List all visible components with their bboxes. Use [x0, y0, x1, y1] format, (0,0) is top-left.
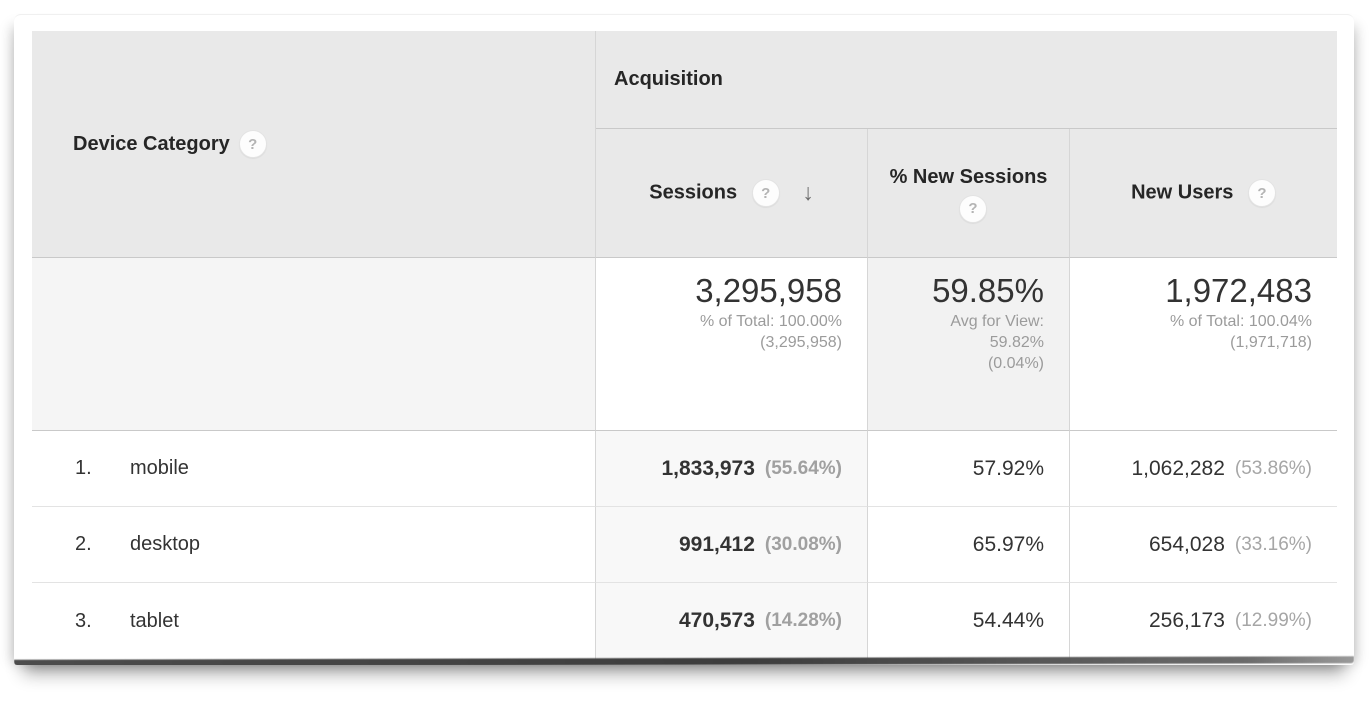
group-header-acquisition: Acquisition [596, 31, 1337, 129]
sessions-value: 470,573 [678, 609, 755, 632]
device-category-table: Device Category ? Acquisition Sessions ?… [32, 31, 1337, 659]
new-users-pct: (12.99%) [1234, 610, 1312, 631]
summary-sessions-cell: 3,295,958 % of Total: 100.00% (3,295,958… [596, 258, 868, 431]
summary-sessions-value: 3,295,958 [695, 272, 842, 309]
sessions-value-cell: 991,412 (30.08%) [596, 507, 868, 583]
sessions-pct: (14.28%) [764, 610, 842, 631]
help-icon[interactable]: ? [1247, 179, 1276, 207]
sessions-value: 991,412 [678, 532, 755, 556]
new-users-value: 1,062,282 [1131, 456, 1225, 480]
summary-sessions-subtext: (3,295,958) [760, 333, 842, 351]
sessions-value: 1,833,973 [661, 456, 755, 480]
sort-desc-icon[interactable]: ↓ [802, 178, 814, 205]
pct-new-sessions-value: 57.92% [972, 456, 1044, 480]
new-users-value: 654,028 [1148, 532, 1225, 556]
pct-new-sessions-label: % New Sessions [889, 166, 1048, 188]
sessions-pct: (30.08%) [764, 533, 842, 555]
summary-pct-new-sessions-subtext: (0.04%) [987, 354, 1044, 372]
help-icon[interactable]: ? [959, 194, 987, 223]
pct-new-sessions-value: 65.97% [972, 532, 1044, 556]
new-users-pct: (33.16%) [1234, 533, 1312, 555]
new-users-value-cell: 1,062,282 (53.86%) [1070, 431, 1337, 507]
new-users-label: New Users [1131, 181, 1234, 204]
table-row-label: 2. desktop [32, 507, 596, 583]
sessions-pct: (55.64%) [764, 457, 842, 479]
row-device-label: desktop [130, 533, 201, 555]
new-users-value-cell: 654,028 (33.16%) [1070, 507, 1337, 583]
summary-pct-new-sessions-subtext: Avg for View: [950, 312, 1044, 330]
summary-sessions-subtext: % of Total: 100.00% [699, 312, 842, 330]
help-icon[interactable]: ? [751, 179, 780, 207]
summary-new-users-value: 1,972,483 [1165, 272, 1312, 309]
table-row-label: 3. tablet [32, 583, 596, 659]
new-users-value: 256,173 [1148, 609, 1225, 632]
sessions-label: Sessions [649, 181, 738, 204]
screenshot-sheet: Device Category ? Acquisition Sessions ?… [14, 14, 1354, 665]
pct-new-sessions-value-cell: 54.44% [868, 583, 1070, 659]
row-device-label: tablet [130, 609, 179, 632]
summary-pct-new-sessions-subtext: 59.82% [989, 333, 1044, 351]
new-users-pct: (53.86%) [1234, 457, 1312, 479]
summary-pct-new-sessions-value: 59.85% [932, 272, 1044, 309]
row-index: 1. [75, 457, 92, 479]
column-header-pct-new-sessions[interactable]: % New Sessions ? [868, 129, 1070, 258]
row-index: 2. [75, 533, 92, 555]
new-users-value-cell: 256,173 (12.99%) [1070, 583, 1337, 659]
help-icon[interactable]: ? [238, 130, 267, 158]
acquisition-label: Acquisition [614, 68, 723, 90]
column-header-device-category[interactable]: Device Category ? [32, 31, 596, 258]
summary-new-users-cell: 1,972,483 % of Total: 100.04% (1,971,718… [1070, 258, 1337, 431]
column-header-new-users[interactable]: New Users ? [1070, 129, 1337, 258]
device-category-label: Device Category [73, 132, 230, 155]
sessions-value-cell: 1,833,973 (55.64%) [596, 431, 868, 507]
summary-new-users-subtext: (1,971,718) [1230, 333, 1312, 351]
row-device-label: mobile [130, 457, 189, 479]
row-index: 3. [75, 609, 92, 632]
column-header-sessions[interactable]: Sessions ? ↓ [596, 129, 868, 258]
table-row-label: 1. mobile [32, 431, 596, 507]
summary-pct-new-sessions-cell: 59.85% Avg for View: 59.82% (0.04%) [868, 258, 1070, 431]
pct-new-sessions-value-cell: 65.97% [868, 507, 1070, 583]
sessions-value-cell: 470,573 (14.28%) [596, 583, 868, 659]
summary-dimension-cell [32, 258, 596, 431]
pct-new-sessions-value-cell: 57.92% [868, 431, 1070, 507]
pct-new-sessions-value: 54.44% [972, 609, 1044, 632]
summary-new-users-subtext: % of Total: 100.04% [1169, 312, 1312, 330]
